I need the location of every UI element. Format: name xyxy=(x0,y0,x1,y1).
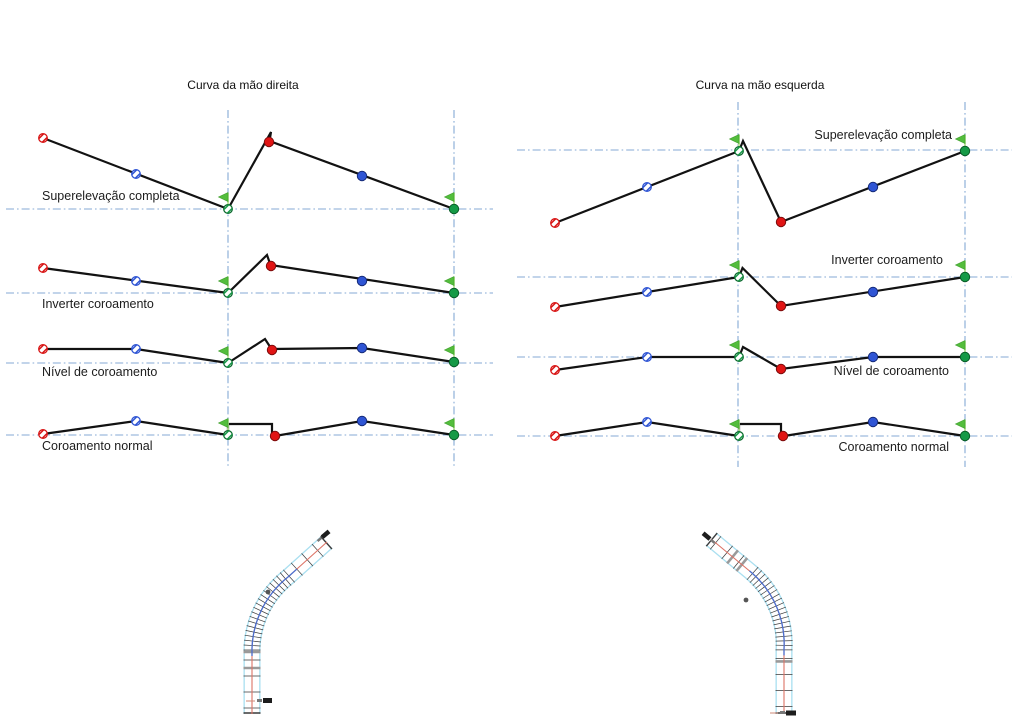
green-dot-marker xyxy=(448,356,460,368)
red-dot-marker xyxy=(263,136,275,148)
hatched-blue-marker xyxy=(130,415,142,427)
curve-point-marker xyxy=(265,589,271,595)
hatched-green-marker xyxy=(222,429,234,441)
road-surface xyxy=(706,533,792,714)
green-flag-icon xyxy=(217,191,229,207)
road-curve-axis xyxy=(251,541,328,714)
green-flag-icon xyxy=(728,259,740,275)
station-label-smudge xyxy=(246,698,272,703)
green-flag-icon xyxy=(954,339,966,355)
red-dot-marker xyxy=(269,430,281,442)
row-label-full-superelevation: Superelevação completa xyxy=(814,128,952,142)
hatched-green-marker xyxy=(733,430,745,442)
green-dot-marker xyxy=(959,430,971,442)
hatched-red-marker xyxy=(37,262,49,274)
blue-dot-marker xyxy=(867,351,879,363)
hatched-green-marker xyxy=(222,203,234,215)
hatched-blue-marker xyxy=(641,286,653,298)
row-label-level-crown: Nível de coroamento xyxy=(833,364,949,378)
blue-dot-marker xyxy=(356,170,368,182)
blue-dot-marker xyxy=(867,181,879,193)
hatched-blue-marker xyxy=(641,351,653,363)
hatched-green-marker xyxy=(733,145,745,157)
row-label-full-superelevation: Superelevação completa xyxy=(42,189,180,203)
green-dot-marker xyxy=(959,145,971,157)
green-flag-icon xyxy=(954,418,966,434)
profile-polyline xyxy=(737,266,967,308)
red-dot-marker xyxy=(777,430,789,442)
hatched-red-marker xyxy=(549,430,561,442)
road-curve-axis xyxy=(710,538,785,714)
row-label-reverse-crown: Inverter coroamento xyxy=(831,253,943,267)
hatched-red-marker xyxy=(549,217,561,229)
green-flag-icon xyxy=(217,275,229,291)
profile-polyline xyxy=(737,138,967,224)
hatched-red-marker xyxy=(37,343,49,355)
green-flag-icon xyxy=(443,344,455,360)
green-flag-icon xyxy=(954,133,966,149)
red-dot-marker xyxy=(265,260,277,272)
hatched-green-marker xyxy=(222,357,234,369)
blue-dot-marker xyxy=(867,416,879,428)
row-label-level-crown: Nível de coroamento xyxy=(42,365,158,379)
hatched-green-marker xyxy=(733,351,745,363)
profile-polyline xyxy=(226,419,456,438)
green-dot-marker xyxy=(448,203,460,215)
row-label-reverse-crown: Inverter coroamento xyxy=(42,297,154,311)
station-label-smudge xyxy=(770,710,796,716)
hatched-blue-marker xyxy=(130,275,142,287)
profile-polyline xyxy=(226,131,456,211)
red-dot-marker xyxy=(775,216,787,228)
green-flag-icon xyxy=(443,191,455,207)
green-flag-icon xyxy=(443,417,455,433)
plan-view-road-left xyxy=(243,529,333,714)
row-label-normal-crown: Coroamento normal xyxy=(42,439,153,453)
station-flags xyxy=(217,133,966,434)
hatched-blue-marker xyxy=(641,181,653,193)
profile-polyline xyxy=(226,253,456,295)
profile-polyline xyxy=(226,337,456,365)
blue-dot-marker xyxy=(867,286,879,298)
hatched-blue-marker xyxy=(130,343,142,355)
green-flag-icon xyxy=(217,417,229,433)
hatched-red-marker xyxy=(549,364,561,376)
superelevation-profiles xyxy=(41,131,967,438)
station-label-smudge xyxy=(701,531,716,544)
hatched-green-marker xyxy=(733,271,745,283)
plan-view-road-right xyxy=(701,531,796,716)
red-dot-marker xyxy=(775,300,787,312)
green-dot-marker xyxy=(448,287,460,299)
panel-title-right-hand-curve: Curva da mão direita xyxy=(187,78,299,92)
blue-dot-marker xyxy=(356,342,368,354)
row-label-normal-crown: Coroamento normal xyxy=(838,440,949,454)
hatched-blue-marker xyxy=(130,168,142,180)
blue-dot-marker xyxy=(356,415,368,427)
curve-point-marker xyxy=(743,597,749,603)
green-flag-icon xyxy=(728,339,740,355)
hatched-red-marker xyxy=(549,301,561,313)
hatched-red-marker xyxy=(37,132,49,144)
red-dot-marker xyxy=(775,363,787,375)
green-flag-icon xyxy=(217,345,229,361)
green-dot-marker xyxy=(448,429,460,441)
green-dot-marker xyxy=(959,271,971,283)
green-flag-icon xyxy=(443,275,455,291)
green-flag-icon xyxy=(954,259,966,275)
red-dot-marker xyxy=(266,344,278,356)
green-dot-marker xyxy=(959,351,971,363)
panel-title-left-hand-curve: Curva na mão esquerda xyxy=(695,78,825,92)
blue-dot-marker xyxy=(356,275,368,287)
station-label-smudge xyxy=(316,529,331,543)
hatched-blue-marker xyxy=(641,416,653,428)
profile-polyline xyxy=(737,420,967,438)
